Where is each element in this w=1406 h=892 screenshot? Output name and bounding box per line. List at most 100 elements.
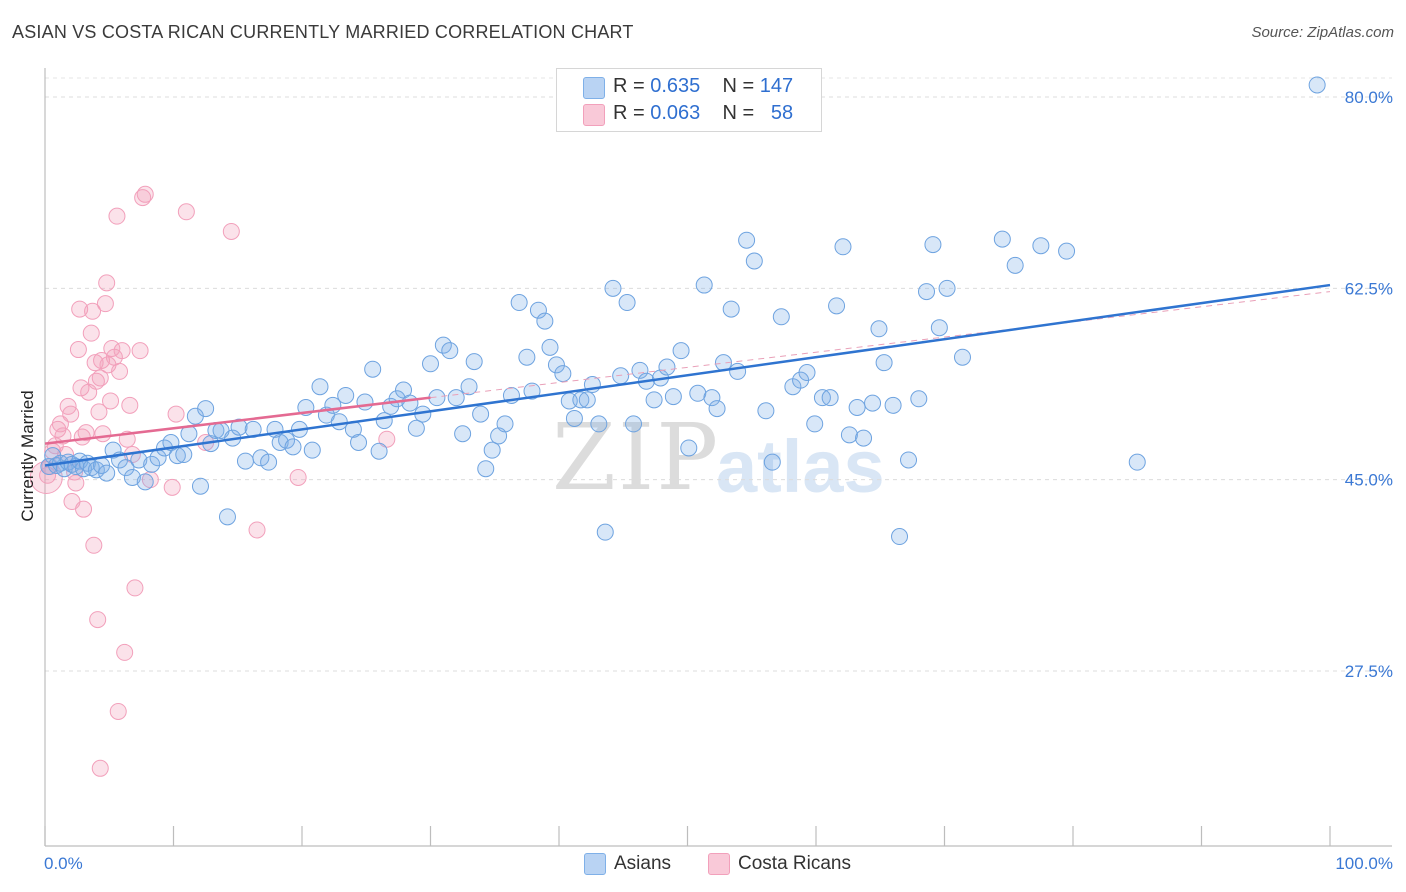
asian-point <box>658 358 676 376</box>
asian-point <box>460 378 478 396</box>
asian-point <box>136 473 154 491</box>
costa-rican-point <box>126 579 144 597</box>
watermark-zip: ZIP <box>552 404 721 511</box>
costa-rican-point <box>67 474 85 492</box>
costa-rican-point <box>378 430 396 448</box>
asian-point <box>407 419 425 437</box>
asian-point <box>447 389 465 407</box>
asian-point <box>930 319 948 337</box>
asian-point <box>330 413 348 431</box>
asian-point <box>337 386 355 404</box>
asian-point <box>834 238 852 256</box>
asian-point <box>477 460 495 478</box>
asian-point <box>483 441 501 459</box>
costa-rican-point <box>94 425 112 443</box>
trend-lines <box>44 283 1331 467</box>
asian-point <box>840 426 858 444</box>
costa-rican-point <box>248 521 266 539</box>
asian-point <box>572 391 590 409</box>
costa-rican-point <box>98 274 116 292</box>
costa-rican-point <box>177 203 195 221</box>
asian-point <box>401 394 419 412</box>
costa-n-label: N = <box>722 102 755 124</box>
asians-legend-label: Asians <box>614 853 672 874</box>
costa-rican-point <box>222 222 240 240</box>
asians-legend-swatch <box>584 853 606 875</box>
asian-point <box>900 451 918 469</box>
asian-point <box>271 433 289 451</box>
costa-rican-point <box>71 300 89 318</box>
asian-point <box>370 442 388 460</box>
asian-point <box>1006 256 1024 274</box>
asian-point <box>695 276 713 294</box>
asian-point <box>197 400 215 418</box>
asian-point <box>993 230 1011 248</box>
asian-point <box>625 415 643 433</box>
asian-point <box>884 396 902 414</box>
asian-r-value: 0.635 <box>650 75 701 97</box>
asian-point <box>738 231 756 249</box>
asian-point <box>303 441 321 459</box>
asian-point <box>441 342 459 360</box>
asian-point <box>547 356 565 374</box>
costa-rican-point <box>29 460 63 494</box>
asian-point <box>98 464 116 482</box>
costa-rican-point <box>72 379 90 397</box>
asian-point <box>1308 76 1326 94</box>
costa-rican-point <box>77 424 95 442</box>
asian-swatch <box>583 77 605 99</box>
costa-rican-point <box>131 342 149 360</box>
asian-point <box>230 418 248 436</box>
asian-point <box>422 355 439 373</box>
y-tick-label: 62.5% <box>1345 279 1393 298</box>
asian-point <box>855 429 873 447</box>
y-tick-label: 45.0% <box>1345 471 1393 490</box>
asian-point <box>848 399 866 417</box>
costa-rican-point <box>116 643 134 661</box>
costa-rican-point <box>69 341 87 359</box>
costa-rican-point <box>91 759 109 777</box>
asian-point <box>864 394 882 412</box>
asian-point <box>311 378 329 396</box>
asian-point <box>175 446 193 464</box>
asian-r-label: R = <box>613 75 645 97</box>
costa-rican-point <box>136 185 154 203</box>
costa-r-label: R = <box>613 102 645 124</box>
costa-rican-point <box>75 500 93 518</box>
costa-rican-point <box>96 295 114 313</box>
asian-point <box>117 459 135 477</box>
costa-rican-point <box>289 468 307 486</box>
costa-r-value: 0.063 <box>650 102 701 124</box>
asian-point <box>631 361 649 379</box>
asian-trend-line <box>44 283 1331 467</box>
asian-point <box>350 433 368 451</box>
costa-rican-point <box>89 611 107 629</box>
chart-title: ASIAN VS COSTA RICAN CURRENTLY MARRIED C… <box>12 22 634 42</box>
asian-point <box>708 400 726 418</box>
asian-point <box>604 279 622 297</box>
costa-rican-points <box>29 185 396 777</box>
asian-point <box>284 438 302 456</box>
asian-point <box>578 391 596 409</box>
asian-point <box>828 297 846 315</box>
costa-rican-point <box>91 369 109 387</box>
asian-point <box>1128 453 1146 471</box>
asian-point <box>689 384 707 402</box>
asian-point <box>910 390 928 408</box>
asian-n-label: N = <box>722 75 755 97</box>
costa-rican-point <box>109 702 127 720</box>
asian-point <box>252 449 270 467</box>
asian-point <box>680 439 698 457</box>
asian-point <box>745 252 763 270</box>
asian-point <box>798 364 816 382</box>
asian-point <box>757 402 775 420</box>
asian-point <box>618 294 636 312</box>
asian-point <box>191 477 209 495</box>
asian-point <box>763 453 781 471</box>
y-tick-label: 80.0% <box>1345 88 1393 107</box>
asian-point <box>672 342 690 360</box>
asian-point <box>596 523 614 541</box>
asian-point <box>590 415 608 433</box>
asian-point <box>260 453 278 471</box>
asian-point <box>375 412 393 430</box>
